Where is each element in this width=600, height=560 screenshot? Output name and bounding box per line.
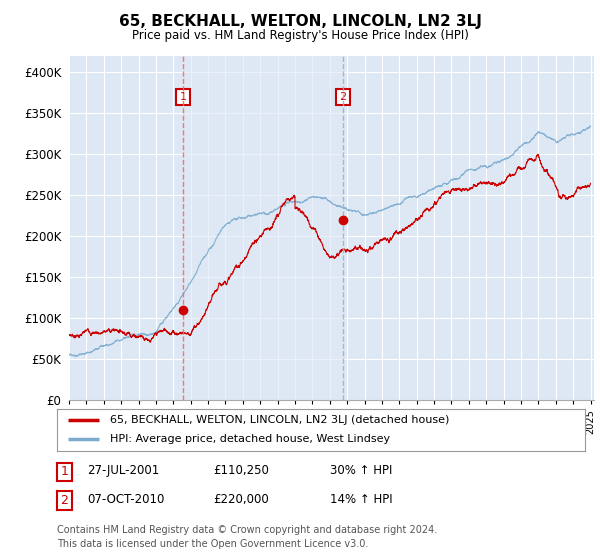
Text: 27-JUL-2001: 27-JUL-2001 (87, 464, 159, 478)
Text: 2: 2 (61, 494, 68, 507)
Text: Contains HM Land Registry data © Crown copyright and database right 2024.
This d: Contains HM Land Registry data © Crown c… (57, 525, 437, 549)
Text: £220,000: £220,000 (213, 493, 269, 506)
Text: 30% ↑ HPI: 30% ↑ HPI (330, 464, 392, 478)
Text: Price paid vs. HM Land Registry's House Price Index (HPI): Price paid vs. HM Land Registry's House … (131, 29, 469, 42)
Text: 14% ↑ HPI: 14% ↑ HPI (330, 493, 392, 506)
Text: HPI: Average price, detached house, West Lindsey: HPI: Average price, detached house, West… (110, 435, 390, 445)
Text: 2: 2 (340, 92, 347, 102)
Text: 65, BECKHALL, WELTON, LINCOLN, LN2 3LJ: 65, BECKHALL, WELTON, LINCOLN, LN2 3LJ (119, 14, 481, 29)
Bar (183, 56, 343, 400)
Text: 1: 1 (61, 465, 68, 478)
Text: £110,250: £110,250 (213, 464, 269, 478)
Text: 1: 1 (180, 92, 187, 102)
Text: 07-OCT-2010: 07-OCT-2010 (87, 493, 164, 506)
Text: 65, BECKHALL, WELTON, LINCOLN, LN2 3LJ (detached house): 65, BECKHALL, WELTON, LINCOLN, LN2 3LJ (… (110, 415, 449, 425)
